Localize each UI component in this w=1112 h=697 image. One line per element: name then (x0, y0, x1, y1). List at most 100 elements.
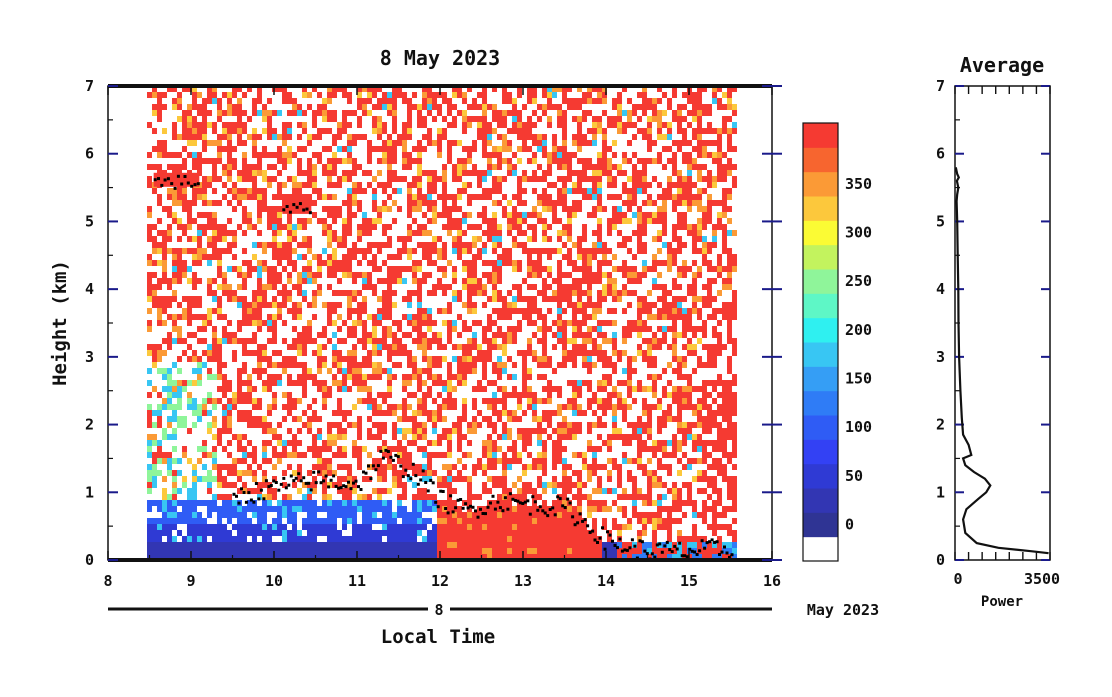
heatmap-cell (422, 464, 427, 470)
heatmap-cell (357, 92, 362, 98)
heatmap-cell (147, 530, 152, 536)
heatmap-cell (427, 500, 432, 506)
heatmap-cell (647, 212, 652, 218)
heatmap-cell (337, 530, 342, 536)
heatmap-cell (202, 542, 207, 548)
heatmap-cell (447, 146, 452, 152)
heatmap-cell (462, 260, 467, 266)
heatmap-cell (457, 428, 462, 434)
heatmap-cell (612, 212, 617, 218)
heatmap-cell (312, 272, 317, 278)
heatmap-cell (432, 248, 437, 254)
heatmap-cell (382, 128, 387, 134)
heatmap-cell (242, 176, 247, 182)
heatmap-cell (527, 338, 532, 344)
heatmap-cell (642, 218, 647, 224)
heatmap-cell (222, 446, 227, 452)
heatmap-cell (367, 338, 372, 344)
heatmap-cell (582, 410, 587, 416)
heatmap-cell (487, 416, 492, 422)
heatmap-cell (467, 368, 472, 374)
heatmap-cell (577, 98, 582, 104)
heatmap-cell (337, 554, 342, 560)
heatmap-cell (527, 524, 532, 530)
heatmap-cell (252, 314, 257, 320)
heatmap-cell (572, 548, 577, 554)
heatmap-cell (212, 500, 217, 506)
heatmap-cell (667, 122, 672, 128)
heatmap-cell (437, 338, 442, 344)
heatmap-cell (197, 446, 202, 452)
heatmap-cell (237, 506, 242, 512)
heatmap-cell (267, 536, 272, 542)
heatmap-cell (282, 284, 287, 290)
heatmap-cell (312, 212, 317, 218)
heatmap-cell (407, 512, 412, 518)
heatmap-cell (147, 434, 152, 440)
heatmap-cell (617, 530, 622, 536)
heatmap-cell (417, 194, 422, 200)
heatmap-cell (492, 104, 497, 110)
heatmap-cell (317, 152, 322, 158)
heatmap-cell (362, 386, 367, 392)
heatmap-cell (442, 98, 447, 104)
heatmap-cell (567, 218, 572, 224)
heatmap-cell (657, 296, 662, 302)
heatmap-cell (147, 500, 152, 506)
heatmap-cell (487, 122, 492, 128)
heatmap-cell (462, 344, 467, 350)
heatmap-cell (472, 542, 477, 548)
heatmap-cell (412, 206, 417, 212)
heatmap-cell (332, 500, 337, 506)
heatmap-cell (532, 536, 537, 542)
heatmap-cell (457, 314, 462, 320)
heatmap-cell (552, 524, 557, 530)
heatmap-cell (397, 362, 402, 368)
heatmap-cell (402, 512, 407, 518)
heatmap-cell (572, 188, 577, 194)
heatmap-cell (312, 302, 317, 308)
heatmap-cell (452, 248, 457, 254)
heatmap-cell (242, 218, 247, 224)
heatmap-cell (642, 110, 647, 116)
heatmap-cell (192, 104, 197, 110)
heatmap-cell (587, 278, 592, 284)
heatmap-cell (382, 158, 387, 164)
heatmap-cell (622, 266, 627, 272)
heatmap-cell (327, 254, 332, 260)
heatmap-cell (177, 398, 182, 404)
heatmap-cell (197, 128, 202, 134)
heatmap-cell (662, 548, 667, 554)
heatmap-cell (377, 128, 382, 134)
heatmap-cell (232, 470, 237, 476)
heatmap-cell (242, 518, 247, 524)
heatmap-cell (542, 224, 547, 230)
heatmap-cell (642, 350, 647, 356)
heatmap-cell (227, 152, 232, 158)
heatmap-cell (337, 428, 342, 434)
heatmap-cell (512, 206, 517, 212)
heatmap-cell (577, 500, 582, 506)
heatmap-cell (562, 524, 567, 530)
heatmap-cell (632, 254, 637, 260)
heatmap-cell (392, 104, 397, 110)
heatmap-cell (617, 464, 622, 470)
heatmap-cell (252, 422, 257, 428)
heatmap-cell (592, 98, 597, 104)
heatmap-cell (367, 362, 372, 368)
heatmap-cell (227, 410, 232, 416)
heatmap-cell (562, 92, 567, 98)
heatmap-cell (552, 548, 557, 554)
heatmap-cell (542, 146, 547, 152)
heatmap-cell (547, 380, 552, 386)
heatmap-cell (302, 452, 307, 458)
heatmap-cell (562, 128, 567, 134)
heatmap-cell (332, 506, 337, 512)
heatmap-cell (382, 146, 387, 152)
heatmap-cell (347, 122, 352, 128)
heatmap-cell (672, 224, 677, 230)
heatmap-cell (632, 230, 637, 236)
heatmap-cell (252, 98, 257, 104)
heatmap-cell (197, 260, 202, 266)
